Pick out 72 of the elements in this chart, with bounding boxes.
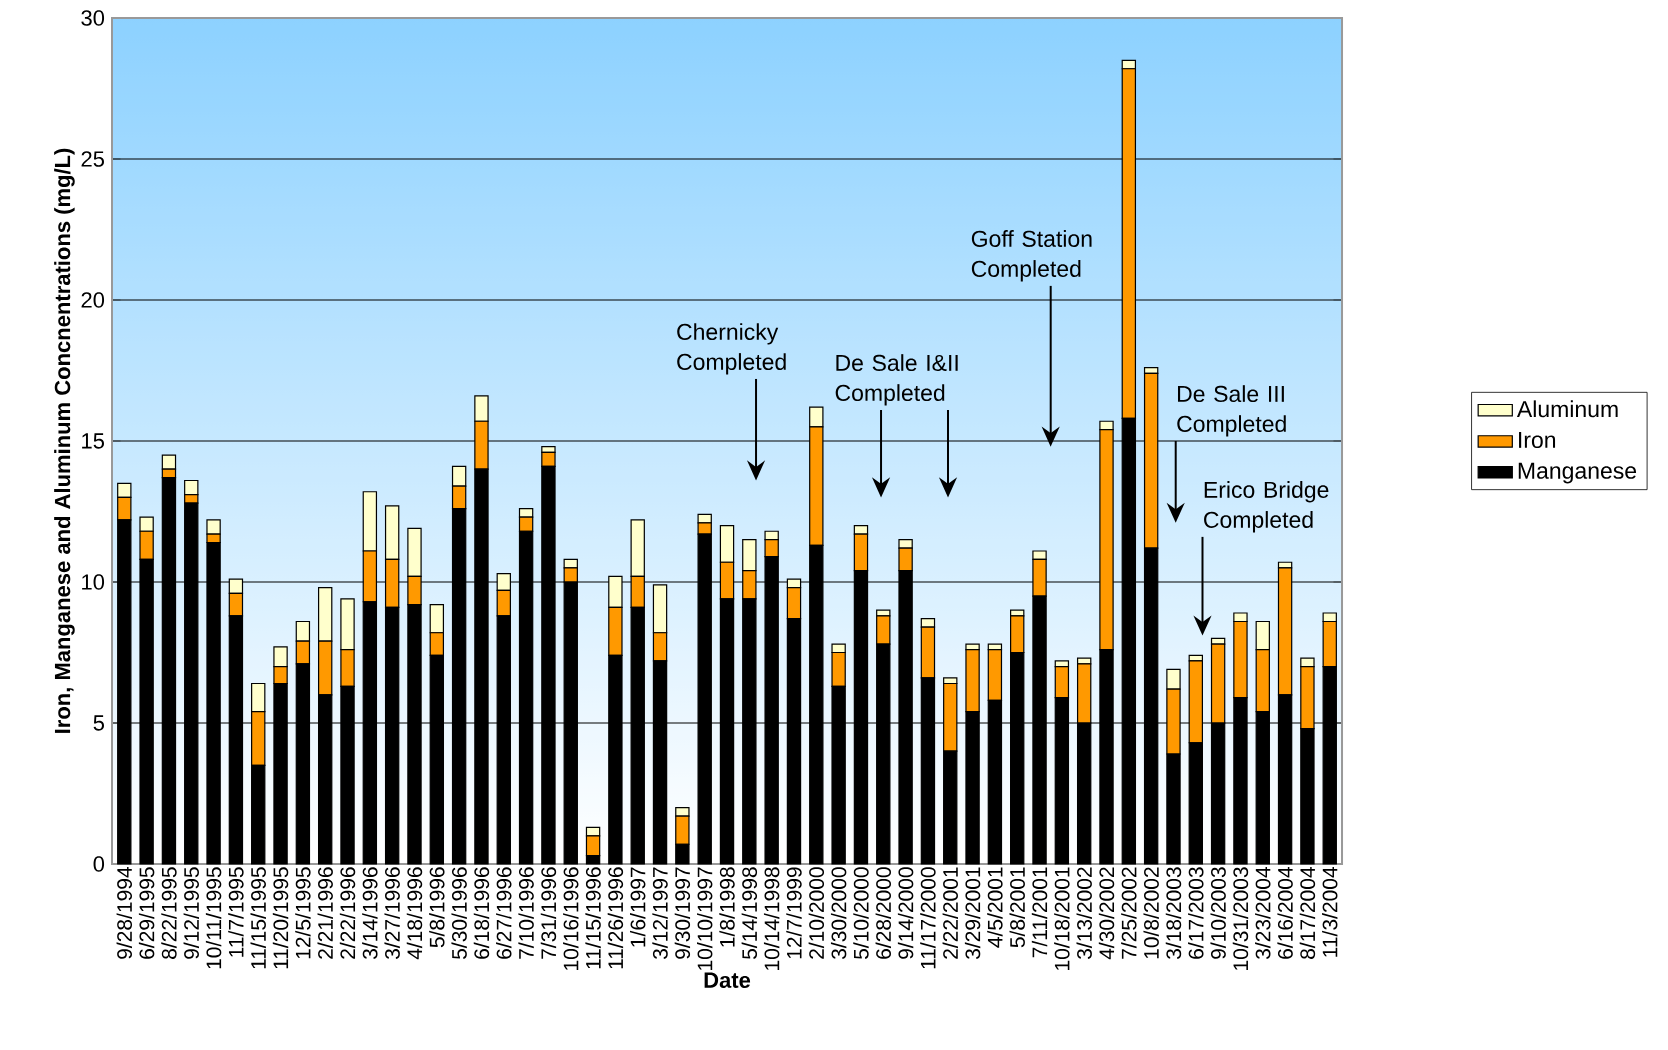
x-tick-label: 12/7/1999: [786, 867, 802, 959]
x-tick-label: 11/3/2004: [1322, 867, 1338, 957]
x-tick-label: 2/22/1996: [339, 867, 356, 959]
x-tick-label: 10/11/1995: [205, 867, 222, 969]
x-tick-label: 7/11/2001: [1031, 867, 1048, 958]
x-tick-label: 11/7/1995: [228, 867, 244, 957]
annotation: Chernicky Completed: [677, 323, 786, 375]
x-tick-label: 4/5/2001: [987, 867, 1003, 948]
x-tick-label: 5/30/1996: [451, 867, 467, 959]
x-tick-label: 3/27/1996: [384, 867, 400, 960]
x-tick-label: 11/15/1995: [250, 867, 266, 969]
y-tick-label: 10: [82, 574, 105, 590]
y-tick-label: 0: [93, 856, 105, 872]
x-tick-label: 2/22/2001: [942, 867, 958, 959]
x-tick-label: 3/18/2003: [1165, 867, 1182, 960]
x-tick-label: 9/12/1995: [183, 867, 199, 959]
x-tick-label: 6/27/1996: [496, 867, 512, 959]
x-tick-label: 3/14/1996: [362, 867, 378, 960]
x-tick-label: 3/30/2000: [830, 867, 847, 960]
x-tick-label: 3/23/2004: [1255, 867, 1271, 960]
x-tick-label: 4/30/2002: [1098, 867, 1115, 960]
x-tick-label: 11/17/2000: [920, 867, 936, 969]
x-tick-label: 10/18/2001: [1054, 867, 1070, 970]
x-tick-label: 2/10/2000: [808, 867, 825, 959]
x-tick-label: 4/18/1996: [406, 867, 423, 960]
x-tick-label: 7/31/1996: [540, 867, 557, 959]
x-tick-label: 11/15/1996: [585, 867, 601, 969]
y-tick-label: 25: [81, 151, 104, 167]
x-tick-label: 5/8/2001: [1009, 867, 1025, 948]
x-tick-label: 7/10/1996: [518, 867, 534, 959]
x-tick-label: 2/21/1996: [317, 867, 333, 959]
x-tick-label: 12/5/1995: [295, 867, 311, 959]
x-tick-label: 7/25/2002: [1121, 867, 1137, 959]
x-tick-label: 9/30/1997: [674, 867, 691, 959]
x-tick-label: 9/28/1994: [116, 867, 133, 959]
legend-label: Manganese: [1518, 462, 1637, 484]
x-tick-label: 6/28/2000: [875, 867, 891, 959]
x-tick-label: 10/31/2003: [1232, 867, 1249, 970]
x-tick-label: 10/10/1997: [696, 867, 713, 970]
x-tick-label: 9/14/2000: [897, 867, 914, 959]
x-tick-label: 5/10/2000: [853, 867, 869, 959]
x-axis-title: Date: [704, 972, 751, 988]
annotation: Goff Station Completed: [971, 230, 1092, 282]
x-tick-label: 6/16/2004: [1277, 867, 1293, 959]
y-tick-label: 5: [93, 715, 104, 731]
x-tick-label: 5/8/1996: [429, 867, 445, 948]
x-tick-label: 8/22/1995: [161, 867, 177, 959]
legend-label: Aluminum: [1516, 400, 1618, 418]
y-axis-title: Iron, Manganese and Aluminum Concnentrations (mg/L): [54, 148, 75, 733]
x-tick-label: 1/6/1997: [630, 867, 646, 947]
x-tick-label: 10/8/2002: [1143, 867, 1159, 959]
x-tick-label: 9/10/2003: [1210, 867, 1226, 959]
x-tick-label: 11/20/1995: [272, 867, 289, 969]
x-tick-label: 1/8/1998: [719, 867, 735, 947]
annotation: De Sale I&II Completed: [835, 354, 958, 406]
x-tick-label: 11/26/1996: [607, 867, 624, 969]
y-tick-label: 30: [81, 10, 105, 26]
y-tick-label: 20: [81, 292, 105, 308]
legend-label: Iron: [1519, 432, 1556, 449]
x-tick-label: 5/14/1998: [741, 867, 758, 959]
x-tick-label: 8/17/2004: [1299, 867, 1316, 959]
annotation: De Sale III Completed: [1177, 385, 1286, 437]
x-tick-label: 10/14/1998: [763, 867, 780, 970]
x-tick-label: 3/29/2001: [964, 867, 981, 960]
x-tick-label: 10/16/1996: [563, 867, 579, 970]
y-tick-label: 15: [82, 433, 104, 449]
x-tick-label: 6/18/1996: [473, 867, 490, 959]
x-tick-label: 3/12/1997: [652, 867, 668, 960]
x-tick-label: 6/17/2003: [1188, 867, 1204, 959]
annotation: Erico Bridge Completed: [1204, 481, 1329, 533]
x-tick-label: 6/29/1995: [138, 867, 155, 959]
x-tick-label: 3/13/2002: [1076, 867, 1092, 960]
